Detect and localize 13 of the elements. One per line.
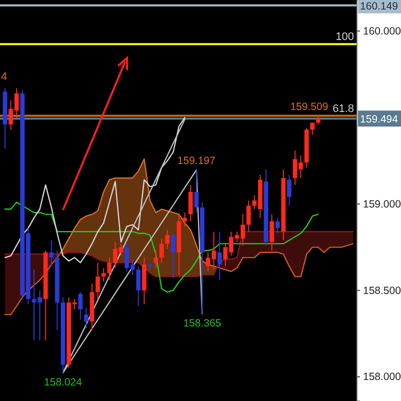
ref-line-label: 160.149 (360, 0, 398, 12)
y-tick-label: 158.000 (363, 371, 401, 384)
annotation: 159.197 (177, 154, 216, 167)
annotation: 61.8 (332, 102, 354, 115)
y-tick-label: 160.000 (363, 25, 401, 38)
annotation: 100 (336, 31, 354, 44)
y-tick-label: 159.000 (363, 198, 401, 210)
annotation: 4 (1, 71, 8, 83)
annotation: 158.365 (183, 318, 222, 330)
annotation: 158.024 (44, 376, 82, 389)
y-tick-label: 158.500 (363, 284, 401, 297)
ref-line-label: 159.494 (360, 114, 398, 126)
annotation: 159.509 (290, 100, 328, 113)
